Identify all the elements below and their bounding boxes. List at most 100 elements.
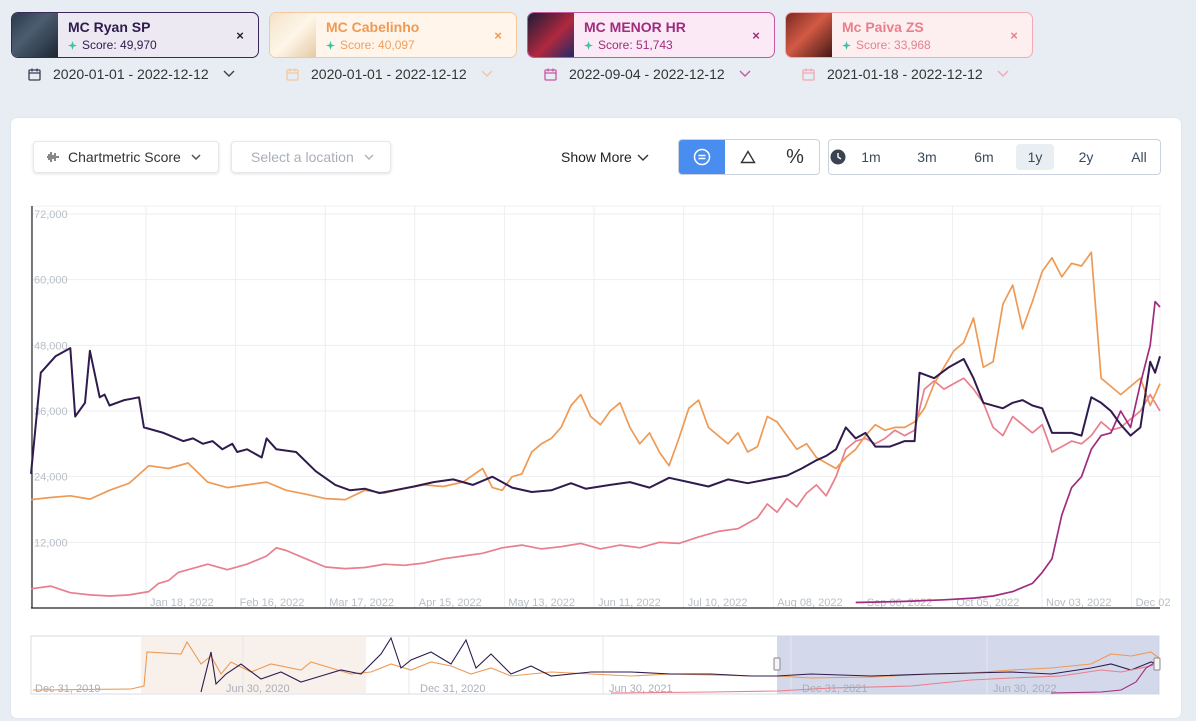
navigator-shade [141,636,366,694]
range-button-1m[interactable]: 1m [861,149,881,165]
remove-artist-button[interactable]: × [738,13,774,57]
navigator-trace-ryan [200,636,1160,693]
date-range-text: 2020-01-01 - 2022-12-12 [53,66,209,82]
remove-artist-button[interactable]: × [996,13,1032,57]
chevron-down-icon [364,154,374,160]
remove-artist-button[interactable]: × [222,13,258,57]
y-tick-label: 48,000 [34,340,68,352]
chevron-down-icon [739,70,751,77]
series-line-mc-ryan-sp [30,347,1161,495]
score-label: Score: [598,38,633,52]
artist-name: MC Ryan SP [68,19,151,35]
artist-card[interactable]: Mc Paiva ZS Score: 33,968 × [785,12,1033,58]
metric-dropdown[interactable]: Chartmetric Score [33,141,219,173]
delta-mode-button[interactable] [725,140,771,174]
metric-label: Chartmetric Score [68,149,181,165]
x-tick-label: Oct 05, 2022 [956,597,1019,609]
show-more-label: Show More [561,149,632,165]
x-tick-label: Nov 03, 2022 [1046,597,1111,609]
y-tick-label: 72,000 [34,209,68,221]
artist-card[interactable]: MC Ryan SP Score: 49,970 × [11,12,259,58]
score-icon [584,40,593,50]
waveform-icon [47,152,59,162]
x-tick-label: Mar 17, 2022 [329,597,394,609]
calendar-icon [28,68,41,81]
range-button-2y[interactable]: 2y [1078,149,1094,165]
x-tick-label: May 13, 2022 [508,597,575,609]
chevron-down-icon [223,70,235,77]
clock-icon [829,140,846,174]
navigator-label: Jun 30, 2020 [226,683,290,695]
x-tick-label: Feb 16, 2022 [240,597,305,609]
score-value: 33,968 [894,38,931,52]
navigator-label: Jun 30, 2022 [993,683,1057,695]
location-select[interactable]: Select a location [231,141,391,173]
calendar-icon [802,68,815,81]
score-icon [842,40,851,50]
artist-card[interactable]: MC MENOR HR Score: 51,743 × [527,12,775,58]
calendar-icon [544,68,557,81]
score-label: Score: [82,38,117,52]
chart-panel: Chartmetric Score Select a location Show… [11,118,1181,718]
x-tick-label: Sep 06, 2022 [867,597,932,609]
x-tick-label: Jul 10, 2022 [688,597,748,609]
x-tick-label: Jun 11, 2022 [598,597,661,609]
artist-name: Mc Paiva ZS [842,19,924,35]
scale-toggle-group: % [678,139,820,175]
y-tick-label: 12,000 [34,537,68,549]
y-tick-label: 60,000 [34,275,68,287]
show-more-button[interactable]: Show More [561,141,649,173]
score-label: Score: [340,38,375,52]
range-button-all[interactable]: All [1131,149,1147,165]
artist-avatar [270,13,316,57]
navigator-selection[interactable] [777,636,1159,694]
score-icon [68,40,77,50]
x-tick-label: Aug 08, 2022 [777,597,842,609]
date-range-picker[interactable]: 2021-01-18 - 2022-12-12 [802,66,1009,82]
navigator-label: Dec 31, 2021 [802,683,867,695]
artist-card[interactable]: MC Cabelinho Score: 40,097 × [269,12,517,58]
location-placeholder: Select a location [251,149,354,165]
time-range-group: 1m 3m 6m 1y 2y All [828,139,1161,175]
navigator-trace-paiva [610,663,1160,694]
date-range-picker[interactable]: 2022-09-04 - 2022-12-12 [544,66,751,82]
percent-mode-button[interactable]: % [771,140,819,174]
series-line-mc-cabelinho [30,251,1161,501]
artist-name: MC Cabelinho [326,19,420,35]
remove-artist-button[interactable]: × [480,13,516,57]
close-icon: × [236,27,244,43]
y-tick-label: 24,000 [34,472,68,484]
absolute-mode-button[interactable] [679,140,725,174]
navigator-trace-menor [1050,659,1160,694]
close-icon: × [494,27,502,43]
navigator-handle[interactable] [773,657,781,671]
close-icon: × [752,27,760,43]
score-icon [326,40,335,50]
chevron-down-icon [191,154,201,160]
chevron-down-icon [481,70,493,77]
score-value: 51,743 [636,38,673,52]
percent-icon: % [786,145,804,168]
range-button-3m[interactable]: 3m [917,149,937,165]
range-button-1y[interactable]: 1y [1016,144,1054,170]
score-value: 49,970 [120,38,157,52]
y-tick-label: 36,000 [34,406,68,418]
score-value: 40,097 [378,38,415,52]
date-range-picker[interactable]: 2020-01-01 - 2022-12-12 [286,66,493,82]
x-tick-label: Dec 02 [1136,597,1171,609]
date-range-text: 2022-09-04 - 2022-12-12 [569,66,725,82]
navigator-label: Dec 31, 2019 [35,683,100,695]
artist-avatar [528,13,574,57]
equals-circle-icon [693,148,711,166]
artist-avatar [12,13,58,57]
score-label: Score: [856,38,891,52]
range-navigator[interactable]: Dec 31, 2019 Jun 30, 2020 Dec 31, 2020 Jun … [11,634,1181,698]
date-range-text: 2021-01-18 - 2022-12-12 [827,66,983,82]
range-button-6m[interactable]: 6m [974,149,994,165]
navigator-handle[interactable] [1153,657,1161,671]
close-icon: × [1010,27,1018,43]
date-range-picker[interactable]: 2020-01-01 - 2022-12-12 [28,66,235,82]
triangle-icon [740,150,756,164]
series-line-mc-paiva-zs [30,377,1161,597]
navigator-label: Dec 31, 2020 [420,683,485,695]
